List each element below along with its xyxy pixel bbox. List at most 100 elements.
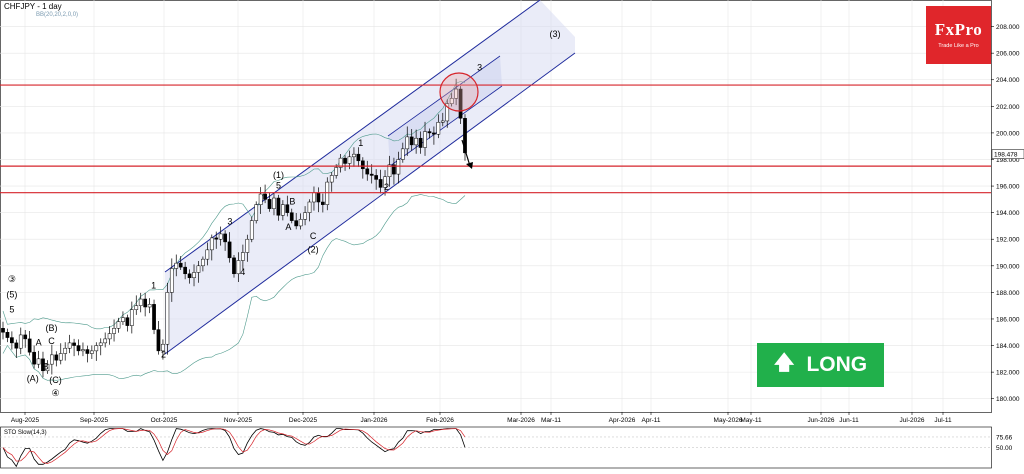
oscillator-label: STO Slow(14,3) bbox=[4, 430, 47, 436]
fxpro-logo: FxPro Trade Like a Pro bbox=[926, 6, 991, 64]
candle-body bbox=[10, 337, 14, 344]
wave-label: (3) bbox=[549, 29, 560, 39]
candle-body bbox=[85, 349, 90, 354]
candle-body bbox=[463, 118, 467, 154]
x-tick-label: Mar-11 bbox=[541, 417, 561, 424]
candle-body bbox=[365, 168, 370, 175]
x-tick-label: Sep-2025 bbox=[80, 417, 109, 424]
x-tick-label: Jul-2026 bbox=[900, 417, 925, 424]
candle-body bbox=[343, 157, 347, 164]
candle-body bbox=[285, 204, 290, 213]
candle-body bbox=[427, 131, 432, 134]
bollinger-lower bbox=[2, 194, 466, 381]
wave-label: C bbox=[48, 336, 55, 346]
candle-body bbox=[107, 333, 112, 340]
candle-body bbox=[205, 249, 210, 260]
candle-body bbox=[329, 175, 334, 183]
candle-body bbox=[338, 157, 343, 168]
candle-body bbox=[103, 338, 108, 344]
candle-body bbox=[134, 305, 139, 310]
y-tick-label: 202.000 bbox=[996, 104, 1020, 111]
wave-label: (2) bbox=[308, 245, 319, 255]
candle-body bbox=[5, 332, 10, 338]
candle-body bbox=[249, 220, 254, 240]
x-tick-label: Oct-2025 bbox=[151, 417, 178, 424]
plot-frame bbox=[0, 0, 992, 413]
candle-body bbox=[392, 164, 396, 175]
wave-label: (1) bbox=[273, 170, 284, 180]
candle-body bbox=[125, 317, 130, 326]
candle-body bbox=[241, 252, 245, 261]
bollinger-upper bbox=[2, 81, 466, 330]
wave-label: 3 bbox=[477, 62, 482, 72]
candle-body bbox=[227, 241, 232, 259]
candle-body bbox=[432, 132, 436, 135]
candle-body bbox=[414, 137, 418, 146]
candle-body bbox=[192, 272, 196, 279]
candle-body bbox=[325, 181, 330, 205]
candle-body bbox=[23, 334, 28, 340]
candle-body bbox=[276, 197, 281, 216]
x-tick-label: Aug-2025 bbox=[11, 417, 40, 424]
x-tick-label: Jun-11 bbox=[839, 417, 859, 424]
wave-label: 5 bbox=[9, 304, 14, 314]
candle-body bbox=[254, 204, 259, 221]
candle-body bbox=[50, 354, 54, 365]
candle-body bbox=[352, 153, 356, 158]
breakout-circle bbox=[439, 72, 479, 112]
candle-body bbox=[281, 204, 285, 216]
candle-body bbox=[201, 258, 205, 267]
wave-label: A bbox=[36, 338, 42, 348]
candle-body bbox=[445, 103, 450, 122]
candle-body bbox=[94, 345, 99, 352]
candle-body bbox=[298, 219, 303, 227]
x-tick-label: Mar-2026 bbox=[507, 417, 535, 424]
candle-body bbox=[378, 179, 383, 188]
candle-body bbox=[143, 298, 148, 308]
wave-label: 1 bbox=[151, 280, 156, 290]
candle-body bbox=[263, 193, 267, 200]
candle-body bbox=[165, 292, 170, 345]
sub-channel-upper bbox=[387, 55, 501, 137]
x-tick-label: Dec-2025 bbox=[289, 417, 318, 424]
x-tick-label: Nov-2025 bbox=[224, 417, 253, 424]
oscillator-tick-label: 75.66 bbox=[996, 434, 1013, 441]
stochastic-d-line bbox=[2, 428, 466, 464]
candle-body bbox=[27, 338, 32, 353]
x-tick-label: Jul-11 bbox=[934, 417, 952, 424]
candle-body bbox=[454, 88, 458, 99]
candle-body bbox=[214, 237, 219, 240]
candle-body bbox=[289, 212, 294, 221]
candle-body bbox=[209, 237, 214, 251]
candle-body bbox=[183, 266, 187, 275]
chart-title: CHFJPY - 1 day bbox=[4, 2, 62, 11]
wave-label: 2 bbox=[161, 350, 166, 360]
projection-arrow bbox=[461, 139, 471, 167]
wave-label: 2 bbox=[384, 182, 389, 192]
candle-body bbox=[360, 160, 365, 170]
candle-body bbox=[294, 220, 299, 227]
y-tick-label: 192.000 bbox=[996, 237, 1020, 244]
x-tick-label: Apr-2026 bbox=[609, 417, 636, 424]
candle-body bbox=[54, 354, 59, 361]
candle-body bbox=[81, 349, 85, 352]
wave-label: 3 bbox=[227, 217, 232, 227]
y-tick-label: 198.000 bbox=[996, 157, 1020, 164]
candle-body bbox=[374, 175, 379, 180]
wave-label: (5) bbox=[6, 290, 17, 300]
candle-body bbox=[409, 136, 414, 146]
candle-body bbox=[72, 342, 76, 346]
candle-body bbox=[32, 351, 36, 365]
candle-body bbox=[272, 197, 276, 209]
wave-label: 1 bbox=[358, 138, 363, 148]
candle-body bbox=[152, 304, 156, 330]
y-tick-label: 204.000 bbox=[996, 77, 1020, 84]
candle-body bbox=[400, 148, 405, 160]
candle-body bbox=[76, 345, 81, 352]
indicator-label: BB(20,20,2,0,0) bbox=[36, 12, 79, 18]
candle-body bbox=[347, 156, 352, 164]
candle-body bbox=[369, 173, 374, 176]
candle-body bbox=[405, 136, 410, 150]
oscillator-tick-label: 50.00 bbox=[996, 445, 1013, 452]
